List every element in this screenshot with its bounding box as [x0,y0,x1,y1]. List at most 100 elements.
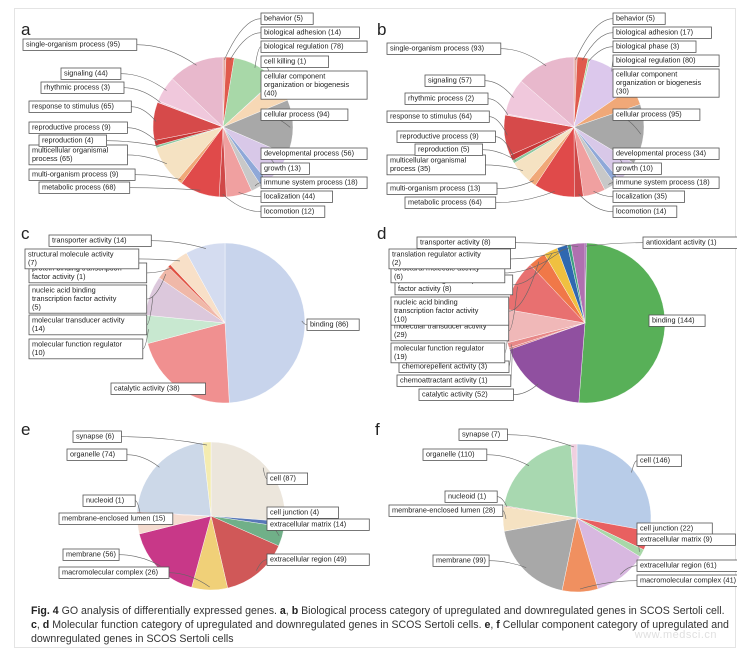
caption-panel-ref: e [484,619,491,631]
leader-line [142,329,149,350]
slice-label-box [38,134,107,147]
slice-label-box [266,518,370,531]
slice-label: locomotion (12) [264,207,314,216]
watermark: www.medsci.cn [634,629,717,641]
slice-label: extracellular matrix (9) [640,535,712,544]
slice-label-box [388,248,511,270]
slice-label: membrane-enclosed lumen (28) [392,506,495,515]
slice-label: biological adhesion (14) [264,28,341,37]
pie-slice [202,441,212,517]
panel-letter-f: f [375,420,380,439]
caption-text: Molecular function category of upregulat… [49,619,485,631]
slice-label: biological regulation (80) [616,56,696,65]
leader-line [123,87,161,103]
leader-line [254,46,262,68]
slice-label: cell (146) [640,456,670,465]
slice-label-box [648,314,706,327]
pie-slice [172,56,224,128]
slice-label-box [432,554,490,567]
pie-chart-e: cell (87) cell junction (4) extracellular … [58,430,370,591]
slice-label-box [636,454,682,467]
leader-line [127,154,168,165]
slice-label-box [266,553,370,566]
leader-line [224,18,262,60]
slice-label-box [260,205,326,218]
slice-label-box [612,190,685,203]
pie-slice [570,242,586,324]
slice-label: nucleoid (1) [448,492,486,501]
slice-label: multicellular organismal process (35) [390,156,467,173]
slice-label-box [422,448,488,461]
pie-slice [186,242,226,324]
slice-label-box [28,284,148,314]
slice-label: molecular function regulator (19) [394,344,485,361]
slice-label-box [414,143,483,156]
leader-line [131,106,157,122]
leader-line [146,273,167,300]
slice-label-box [28,168,136,181]
slice-label-box [82,494,136,507]
leader-line [135,174,182,180]
leader-line [136,44,197,66]
caption-panel-ref: c [31,619,37,631]
leader-line [507,434,575,448]
slice-label-box [612,12,666,25]
slice-label: nucleoid (1) [86,496,124,505]
slice-label: biological phase (3) [616,42,679,51]
slice-label-box [418,388,514,401]
slice-label: growth (10) [616,164,653,173]
pie-slice [578,242,666,404]
leader-line [578,193,614,212]
slice-label-box [636,574,737,587]
slice-label-box [386,42,502,55]
slice-label: reproductive process (9) [400,132,479,141]
leader-line [489,560,527,568]
slice-label: cellular component organization or biogen… [616,70,702,96]
slice-label-box [636,559,737,572]
pie-chart-b: behavior (5) biological adhesion (17) biol… [386,12,720,218]
slice-label: rhythmic process (2) [408,94,474,103]
slice-label: localization (44) [264,192,315,201]
slice-label-box [404,196,497,209]
slice-label-box [424,74,486,87]
leader-line [484,80,514,98]
leader-line [256,559,268,571]
leader-line [495,191,555,203]
slice-label-box [38,181,131,194]
slice-label: macromolecular complex (41) [640,576,736,585]
slice-label-box [110,382,206,395]
slice-label-box [390,342,506,364]
pie-chart-c: binding (86) catalytic activity (38) molec… [24,234,360,404]
leader-line [485,164,523,171]
slice-label-box [612,40,697,53]
pie-slice [570,443,578,519]
leader-line [508,286,518,332]
figure-panel: a b c d e f behavior (5) biological adhesion (1… [14,8,737,648]
slice-label-box [48,234,152,247]
leader-line [486,454,530,466]
slice-label-box [396,130,496,143]
pie-chart-f: cell (146) cell junction (22) extracellula… [388,428,737,593]
slice-label-box [612,26,712,39]
slice-label-box [260,162,310,175]
caption-panel-ref: d [42,619,50,631]
leader-line [254,182,262,187]
leader-line [146,267,172,274]
pie-slice [224,242,306,404]
slice-label-box [28,338,144,360]
slice-label: cell (87) [270,474,296,483]
slice-label: organelle (74) [70,450,115,459]
slice-label: signaling (57) [428,76,472,85]
slice-label: nucleic acid binding transcription factor… [394,298,479,324]
slice-label-box [612,176,720,189]
slice-label: localization (35) [616,192,667,201]
caption-text: Cellular component category of upregulat… [31,619,729,645]
slice-label-box [40,81,125,94]
slice-label-box [58,512,174,525]
caption-panel-ref: b [291,605,299,617]
slice-label-box [612,108,701,121]
slice-label-box [386,110,490,123]
slice-label: immune system process (18) [616,178,710,187]
leader-line [579,580,638,590]
slice-label-box [612,205,678,218]
